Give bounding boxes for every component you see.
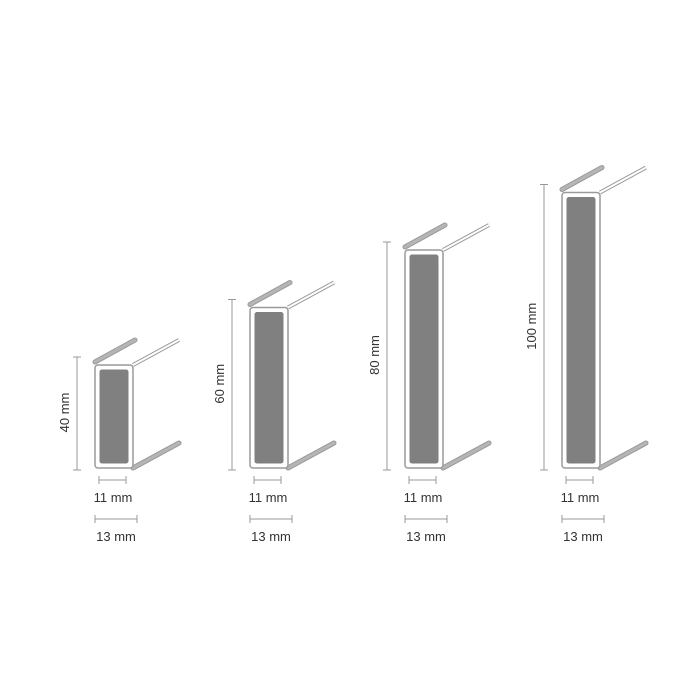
bottom-rail-fill [131, 441, 181, 470]
inner-width-label: 11 mm [249, 490, 288, 505]
top-rail-left-fill [403, 223, 447, 249]
outer-width-label: 13 mm [251, 529, 291, 544]
profile-core [253, 311, 285, 465]
bottom-rail-fill [286, 441, 336, 470]
bottom-rail-fill [598, 441, 648, 470]
height-label: 80 mm [367, 335, 382, 375]
top-rail-right-inner [132, 339, 180, 366]
profile-100: 100 mm 11 mm 13 mm [524, 165, 649, 544]
top-rail-left-fill [560, 166, 604, 191]
profile-core [98, 368, 130, 465]
outer-width-label: 13 mm [96, 529, 136, 544]
inner-width-label: 11 mm [94, 490, 133, 505]
height-label: 100 mm [524, 303, 539, 350]
profile-80: 80 mm 11 mm 13 mm [367, 222, 492, 544]
profile-40: 40 mm 11 mm 13 mm [57, 337, 182, 544]
bottom-rail-fill [441, 441, 491, 470]
inner-width-label: 11 mm [561, 490, 600, 505]
outer-width-label: 13 mm [406, 529, 446, 544]
top-rail-left-fill [93, 338, 137, 364]
profile-core [565, 196, 597, 465]
inner-width-label: 11 mm [404, 490, 443, 505]
height-label: 60 mm [212, 364, 227, 404]
height-label: 40 mm [57, 393, 72, 433]
top-rail-right-inner [599, 166, 647, 194]
top-rail-right-inner [287, 281, 335, 309]
profile-core [408, 253, 440, 465]
outer-width-label: 13 mm [563, 529, 603, 544]
top-rail-left-fill [248, 281, 292, 306]
profile-60: 60 mm 11 mm 13 mm [212, 280, 337, 544]
top-rail-right-inner [442, 224, 490, 251]
